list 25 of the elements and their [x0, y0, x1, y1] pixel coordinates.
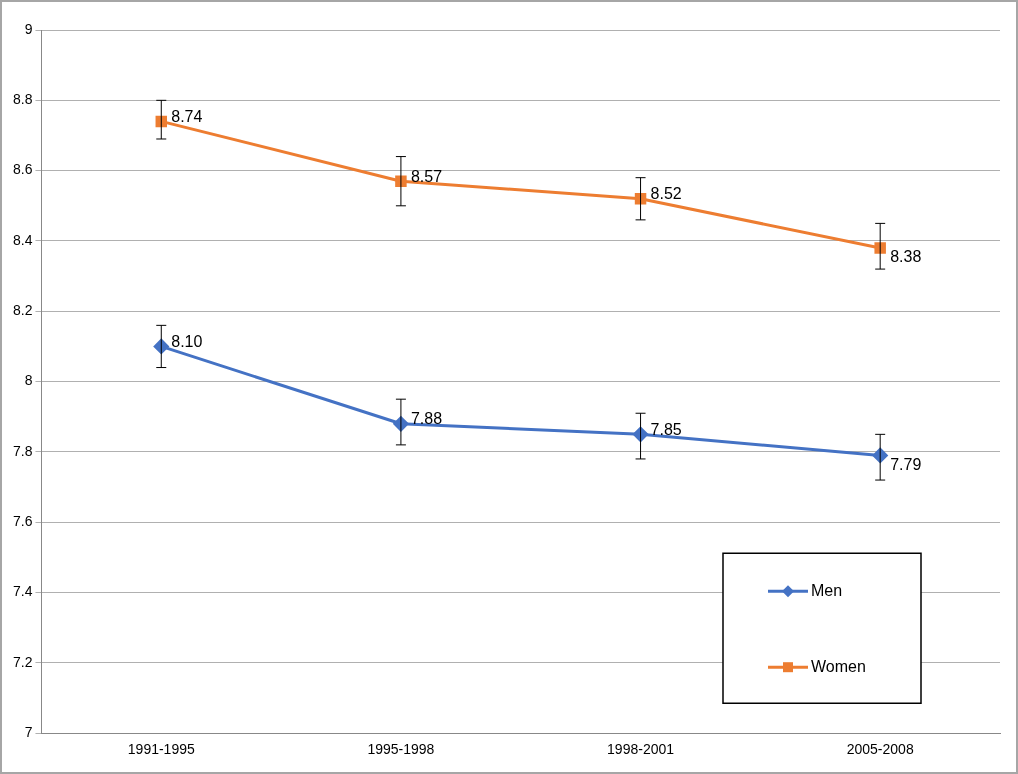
- text: 8.10: [171, 332, 203, 350]
- y-tick-label: 8.4: [12, 231, 33, 248]
- text: 8.74: [171, 107, 203, 125]
- y-tick-label: 8.2: [12, 302, 33, 319]
- text: 8.52: [650, 185, 682, 203]
- x-tick-label: 1991-1995: [127, 741, 195, 758]
- y-tick-label: 8: [24, 372, 33, 389]
- y-tick-label: 8.6: [12, 161, 33, 178]
- text: 8.38: [890, 248, 922, 266]
- y-tick-label: 7.8: [12, 442, 33, 459]
- y-tick-label: 9: [24, 20, 33, 37]
- y-tick-label: 7.6: [12, 513, 33, 530]
- legend-label: Women: [811, 657, 866, 675]
- legend-label: Men: [811, 581, 843, 599]
- x-tick-label: 2005-2008: [846, 741, 914, 758]
- text: 7.88: [410, 410, 443, 428]
- x-tick-label: 1998-2001: [607, 741, 675, 758]
- y-tick-label: 7: [24, 724, 33, 741]
- y-tick-label: 7.2: [12, 653, 33, 670]
- text: 7.85: [650, 420, 682, 438]
- y-tick-label: 7.4: [12, 583, 33, 600]
- x-tick-label: 1995-1998: [367, 741, 435, 758]
- text: 7.79: [890, 455, 922, 473]
- text: 8.57: [410, 167, 443, 185]
- y-tick-label: 8.8: [12, 91, 33, 108]
